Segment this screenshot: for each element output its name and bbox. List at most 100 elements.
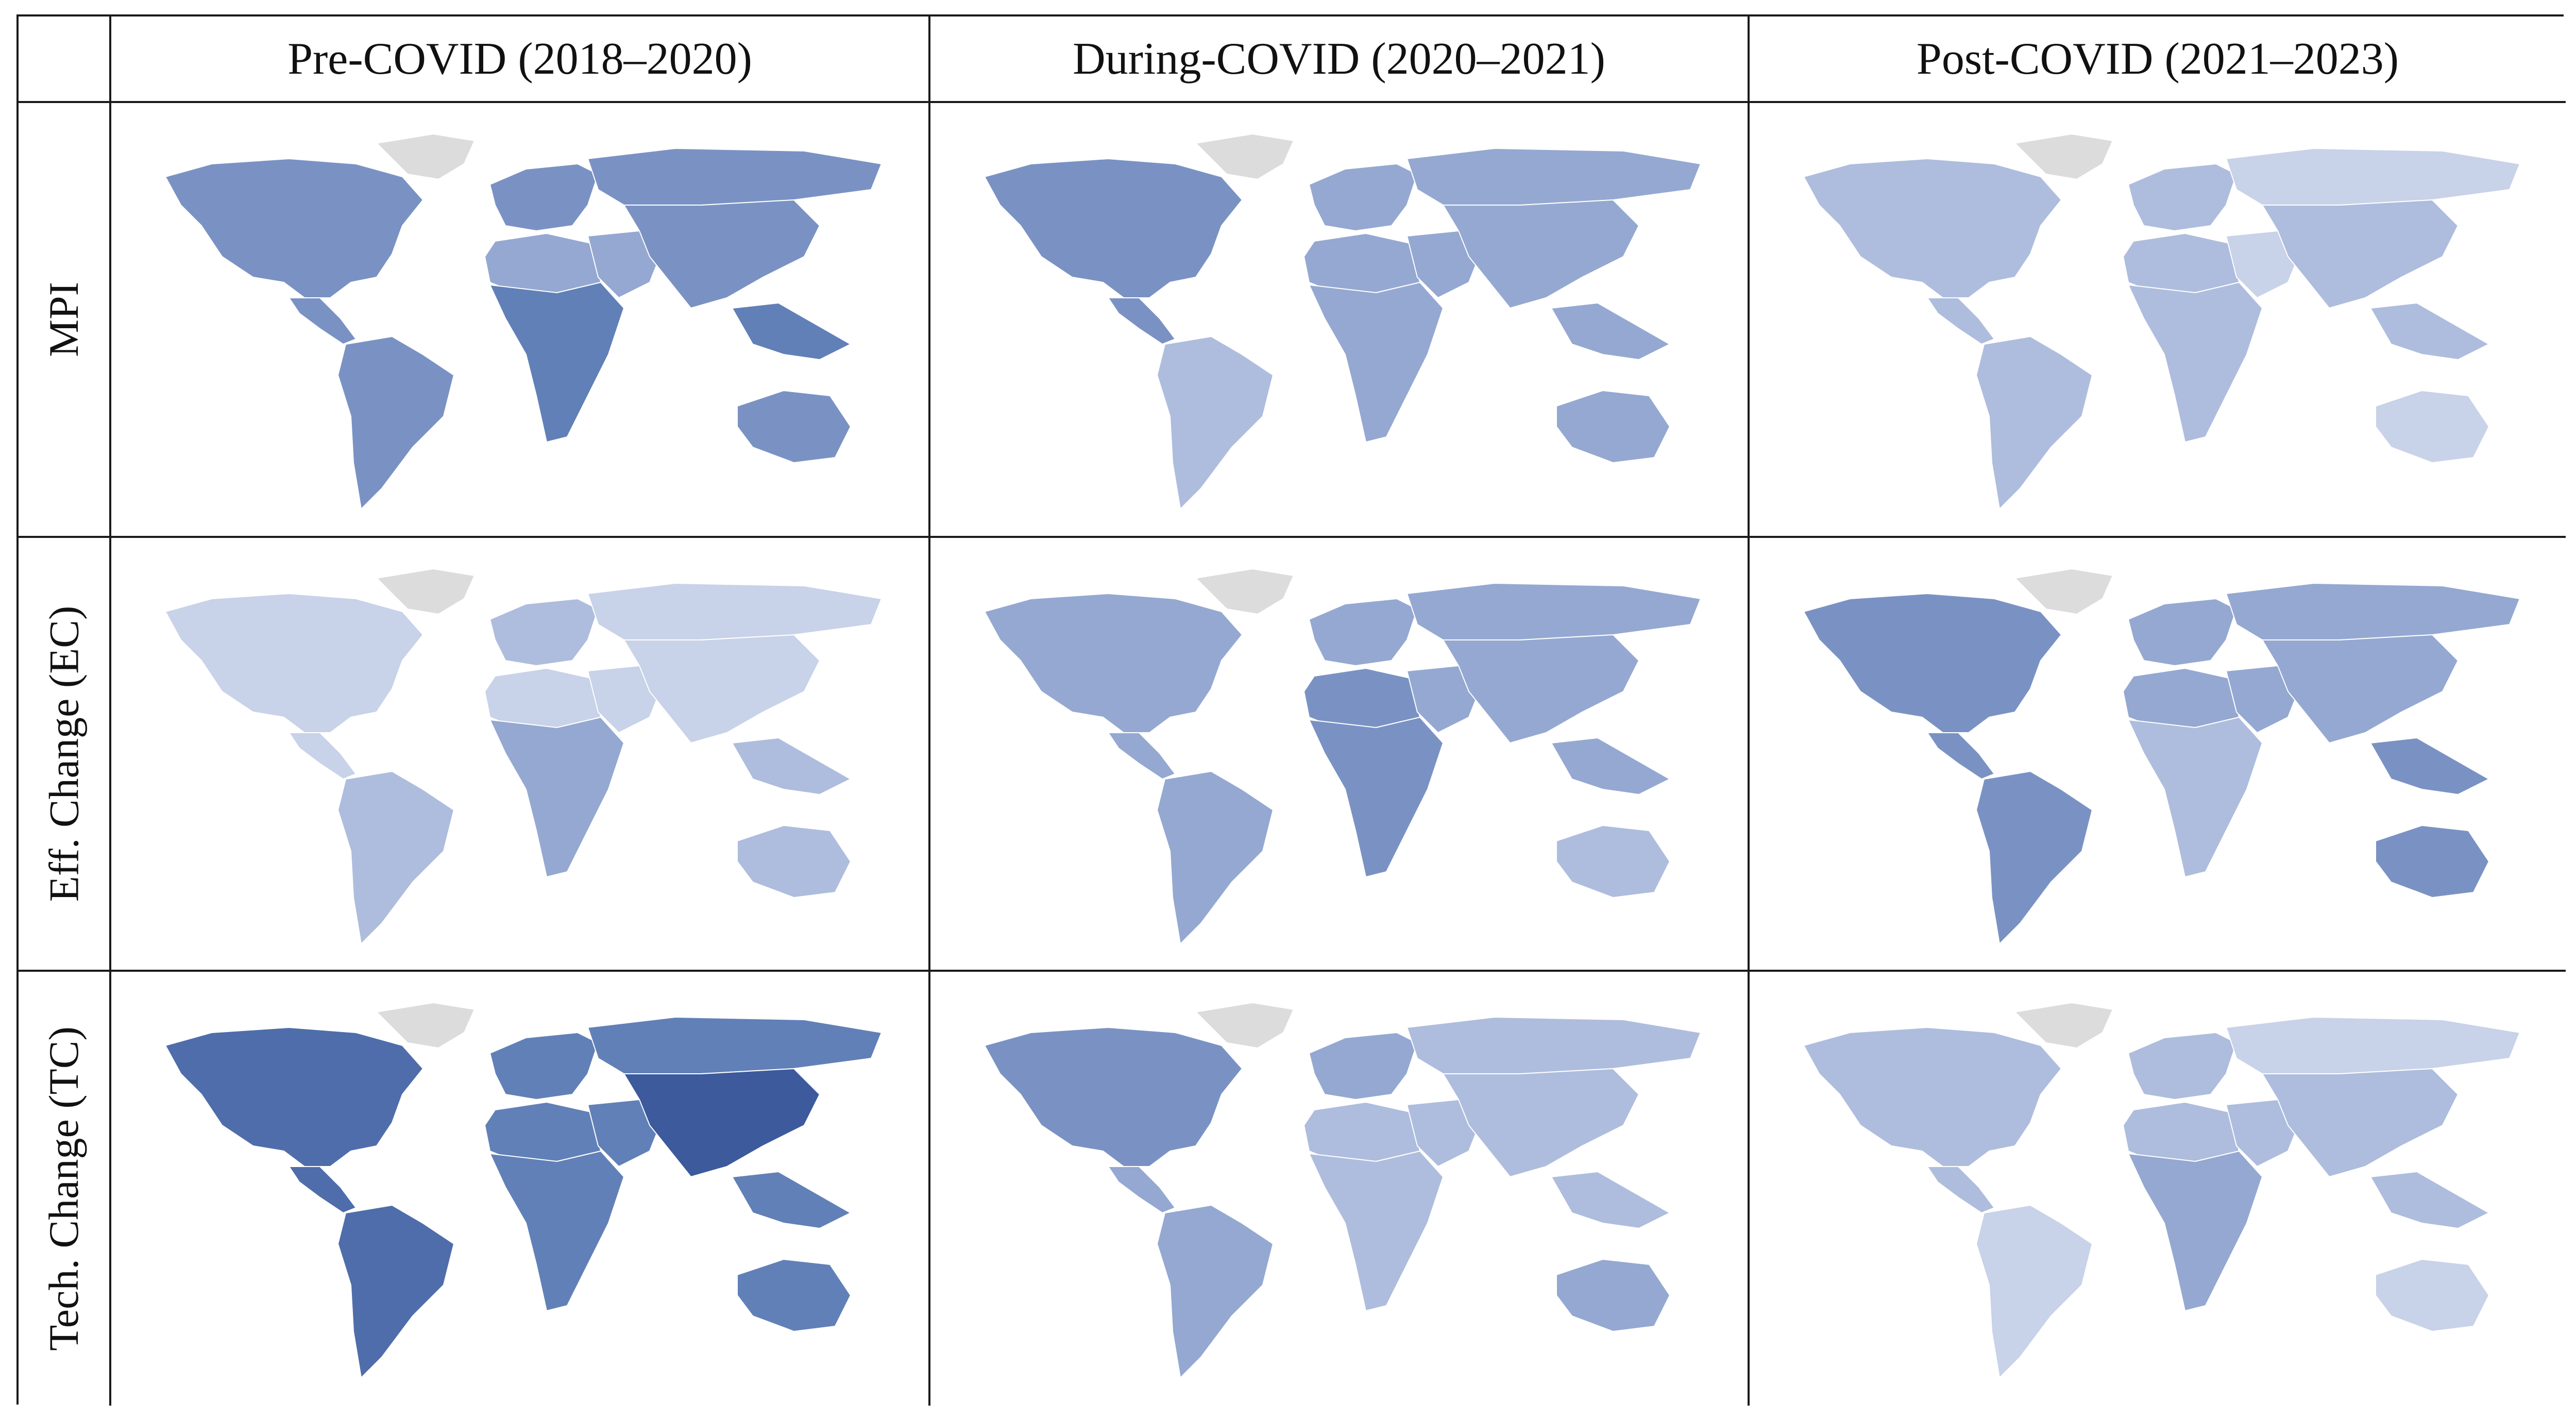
- region-europe: [489, 598, 599, 666]
- row-label-ec: Eff. Change (EC): [40, 605, 88, 902]
- region-asia: [1443, 634, 1639, 744]
- region-sub-saharan-africa: [2128, 1151, 2263, 1311]
- region-sub-saharan-africa: [489, 1151, 624, 1311]
- region-south-america: [1976, 771, 2093, 944]
- map-tc-during-covid: [930, 972, 1750, 1406]
- region-central-america: [1108, 297, 1176, 345]
- region-central-america: [1927, 297, 1995, 345]
- region-sub-saharan-africa: [2128, 282, 2263, 443]
- region-southeast-asia: [732, 302, 851, 360]
- region-central-america: [289, 1166, 357, 1213]
- region-north-america: [165, 593, 423, 733]
- map-ec-during-covid: [930, 538, 1750, 972]
- region-north-africa: [2123, 233, 2240, 293]
- region-europe: [2128, 163, 2237, 231]
- region-central-america: [1927, 732, 1995, 780]
- world-map: [984, 1002, 1701, 1378]
- region-southeast-asia: [1551, 302, 1670, 360]
- region-australia: [2375, 825, 2489, 898]
- region-russia: [587, 583, 882, 640]
- row-label-mpi: MPI: [40, 282, 87, 357]
- world-map: [1803, 1002, 2520, 1378]
- region-north-america: [984, 158, 1243, 298]
- region-europe: [1309, 598, 1418, 666]
- region-southeast-asia: [732, 1171, 851, 1229]
- map-mpi-during-covid: [930, 103, 1750, 538]
- region-north-america: [1803, 1027, 2062, 1167]
- region-asia: [2262, 1068, 2459, 1177]
- region-australia: [1556, 825, 1670, 898]
- region-north-africa: [2123, 1102, 2240, 1162]
- region-central-america: [1927, 1166, 1995, 1213]
- region-southeast-asia: [1551, 1171, 1670, 1229]
- region-north-africa: [1303, 233, 1420, 293]
- map-tc-pre-covid: [111, 972, 930, 1406]
- region-north-africa: [484, 668, 601, 728]
- region-greenland: [376, 133, 475, 180]
- row-header-ec: Eff. Change (EC): [19, 538, 111, 972]
- world-map: [984, 568, 1701, 944]
- row-header-mpi: MPI: [19, 103, 111, 538]
- map-mpi-post-covid: [1750, 103, 2566, 538]
- region-australia: [2375, 1259, 2489, 1332]
- map-grid-table: Pre-COVID (2018–2020) During-COVID (2020…: [16, 14, 2566, 1406]
- region-north-africa: [484, 1102, 601, 1162]
- region-central-america: [1108, 1166, 1176, 1213]
- world-map: [165, 133, 882, 510]
- region-south-america: [1976, 1205, 2093, 1378]
- region-sub-saharan-africa: [489, 717, 624, 877]
- region-south-america: [337, 771, 454, 944]
- world-map: [165, 568, 882, 944]
- region-australia: [1556, 390, 1670, 463]
- region-greenland: [2014, 1002, 2113, 1049]
- region-europe: [489, 163, 599, 231]
- region-australia: [737, 1259, 851, 1332]
- region-north-america: [165, 158, 423, 298]
- region-australia: [737, 825, 851, 898]
- region-asia: [623, 199, 820, 309]
- region-europe: [489, 1032, 599, 1100]
- region-australia: [737, 390, 851, 463]
- map-ec-post-covid: [1750, 538, 2566, 972]
- region-asia: [623, 634, 820, 744]
- region-europe: [1309, 163, 1418, 231]
- world-map: [165, 1002, 882, 1378]
- row-label-tc: Tech. Change (TC): [40, 1026, 88, 1351]
- row-header-tc: Tech. Change (TC): [19, 972, 111, 1406]
- region-greenland: [1195, 133, 1294, 180]
- region-north-america: [1803, 593, 2062, 733]
- region-sub-saharan-africa: [2128, 717, 2263, 877]
- region-asia: [623, 1068, 820, 1177]
- region-australia: [1556, 1259, 1670, 1332]
- region-greenland: [2014, 133, 2113, 180]
- region-europe: [2128, 1032, 2237, 1100]
- region-central-america: [289, 297, 357, 345]
- region-asia: [1443, 1068, 1639, 1177]
- region-greenland: [1195, 1002, 1294, 1049]
- region-asia: [2262, 634, 2459, 744]
- world-map: [984, 133, 1701, 510]
- column-header-post-covid: Post-COVID (2021–2023): [1750, 16, 2566, 103]
- region-north-america: [1803, 158, 2062, 298]
- world-map: [1803, 133, 2520, 510]
- map-tc-post-covid: [1750, 972, 2566, 1406]
- region-north-america: [984, 1027, 1243, 1167]
- corner-cell: [19, 16, 111, 103]
- column-header-during-covid: During-COVID (2020–2021): [930, 16, 1750, 103]
- region-south-america: [1157, 336, 1274, 510]
- region-central-america: [1108, 732, 1176, 780]
- region-asia: [1443, 199, 1639, 309]
- region-greenland: [376, 1002, 475, 1049]
- region-russia: [587, 1017, 882, 1074]
- region-russia: [1406, 148, 1701, 206]
- region-russia: [2226, 583, 2520, 640]
- column-header-pre-covid: Pre-COVID (2018–2020): [111, 16, 930, 103]
- world-map: [1803, 568, 2520, 944]
- region-europe: [2128, 598, 2237, 666]
- region-central-america: [289, 732, 357, 780]
- region-russia: [587, 148, 882, 206]
- region-greenland: [376, 568, 475, 615]
- region-asia: [2262, 199, 2459, 309]
- region-south-america: [337, 336, 454, 510]
- region-russia: [1406, 583, 1701, 640]
